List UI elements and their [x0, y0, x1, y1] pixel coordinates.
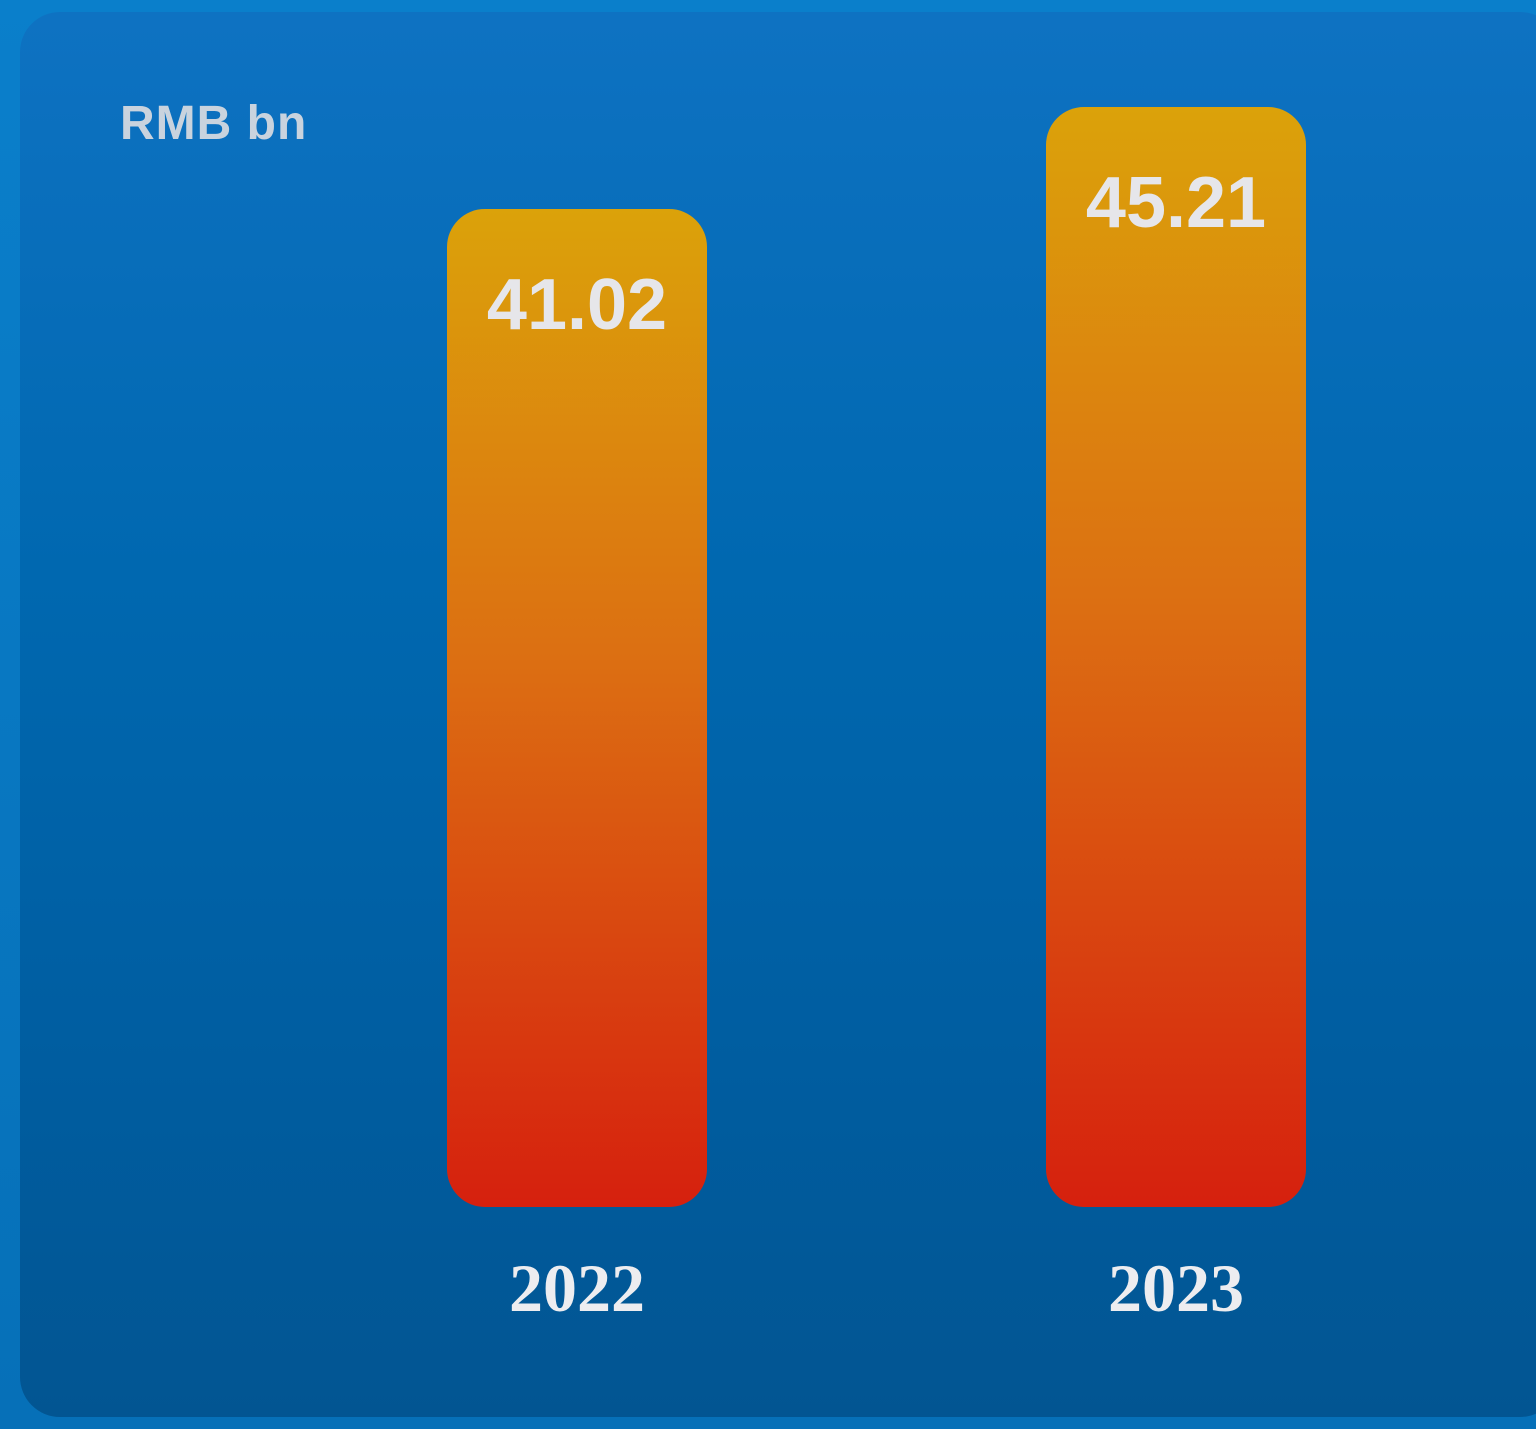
bar-value-label-2022: 41.02 [487, 265, 667, 345]
bar-2022 [447, 208, 707, 1207]
category-label-2023: 2023 [1108, 1250, 1244, 1326]
category-label-2022: 2022 [509, 1250, 645, 1326]
bar-value-label-2023: 45.21 [1086, 163, 1266, 243]
unit-label: RMB bn [120, 97, 308, 150]
bar-2023 [1046, 107, 1306, 1207]
